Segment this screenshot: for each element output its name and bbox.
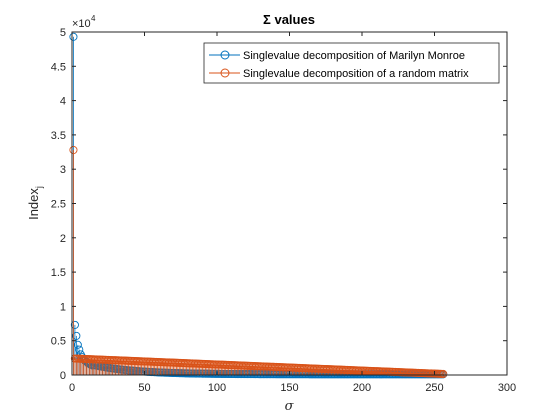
x-tick-label-0: 0 — [69, 382, 75, 394]
x-axis-label: σ — [285, 399, 295, 414]
plot-area — [72, 32, 507, 375]
marker-0-3 — [72, 331, 81, 340]
y-tick-label-0: 0 — [60, 370, 66, 382]
y-exponent-base: ×10 — [72, 18, 91, 30]
y-tick-label-9: 4.5 — [51, 61, 66, 73]
y-axis-label-main: Index — [26, 188, 41, 220]
x-tick-label-6: 300 — [498, 382, 516, 394]
y-tick-label-4: 2 — [60, 233, 66, 245]
y-tick-label-2: 1 — [60, 301, 66, 313]
y-exponent: 4 — [91, 14, 96, 23]
y-axis-label: Indexj — [26, 186, 44, 220]
y-tick-label-8: 4 — [60, 96, 66, 108]
legend-marker-monroe — [220, 50, 230, 60]
x-tick-label-4: 200 — [353, 382, 371, 394]
legend-marker-random — [220, 68, 230, 78]
y-tick-label-10: 5 — [60, 27, 66, 39]
x-tick-label-5: 250 — [425, 382, 443, 394]
marker-1-1 — [69, 145, 78, 155]
x-tick-label-2: 100 — [208, 382, 226, 394]
marker-0-1 — [69, 32, 78, 41]
series-layer — [69, 32, 448, 379]
legend: Singlevalue decomposition of Marilyn Mon… — [203, 42, 500, 84]
legend-box — [203, 42, 500, 84]
marker-0-5 — [75, 345, 84, 354]
chart-title: Σ values — [263, 12, 315, 27]
y-tick-label-7: 3.5 — [51, 130, 66, 142]
y-tick-label-6: 3 — [60, 164, 66, 176]
y-axis-label-subscript: j — [34, 186, 44, 189]
marker-0-2 — [70, 320, 79, 329]
legend-label-monroe: Singlevalue decomposition of Marilyn Mon… — [243, 50, 465, 62]
marker-0-4 — [73, 340, 82, 349]
legend-label-random: Singlevalue decomposition of a random ma… — [243, 68, 469, 80]
y-tick-label-3: 1.5 — [51, 267, 66, 279]
x-tick-label-3: 150 — [280, 382, 298, 394]
y-tick-label-1: 0.5 — [51, 336, 66, 348]
tick-layer: 0 50 100 150 200 250 300 0 0.5 1 1.5 2 2.5 3 3.5 4 4.5 5 — [51, 27, 516, 394]
y-tick-label-5: 2.5 — [51, 199, 66, 211]
marker-1-256 — [439, 369, 448, 379]
series-1 — [69, 145, 448, 379]
x-tick-label-1: 50 — [138, 382, 150, 394]
svg-text:Indexj: Indexj — [26, 186, 44, 220]
